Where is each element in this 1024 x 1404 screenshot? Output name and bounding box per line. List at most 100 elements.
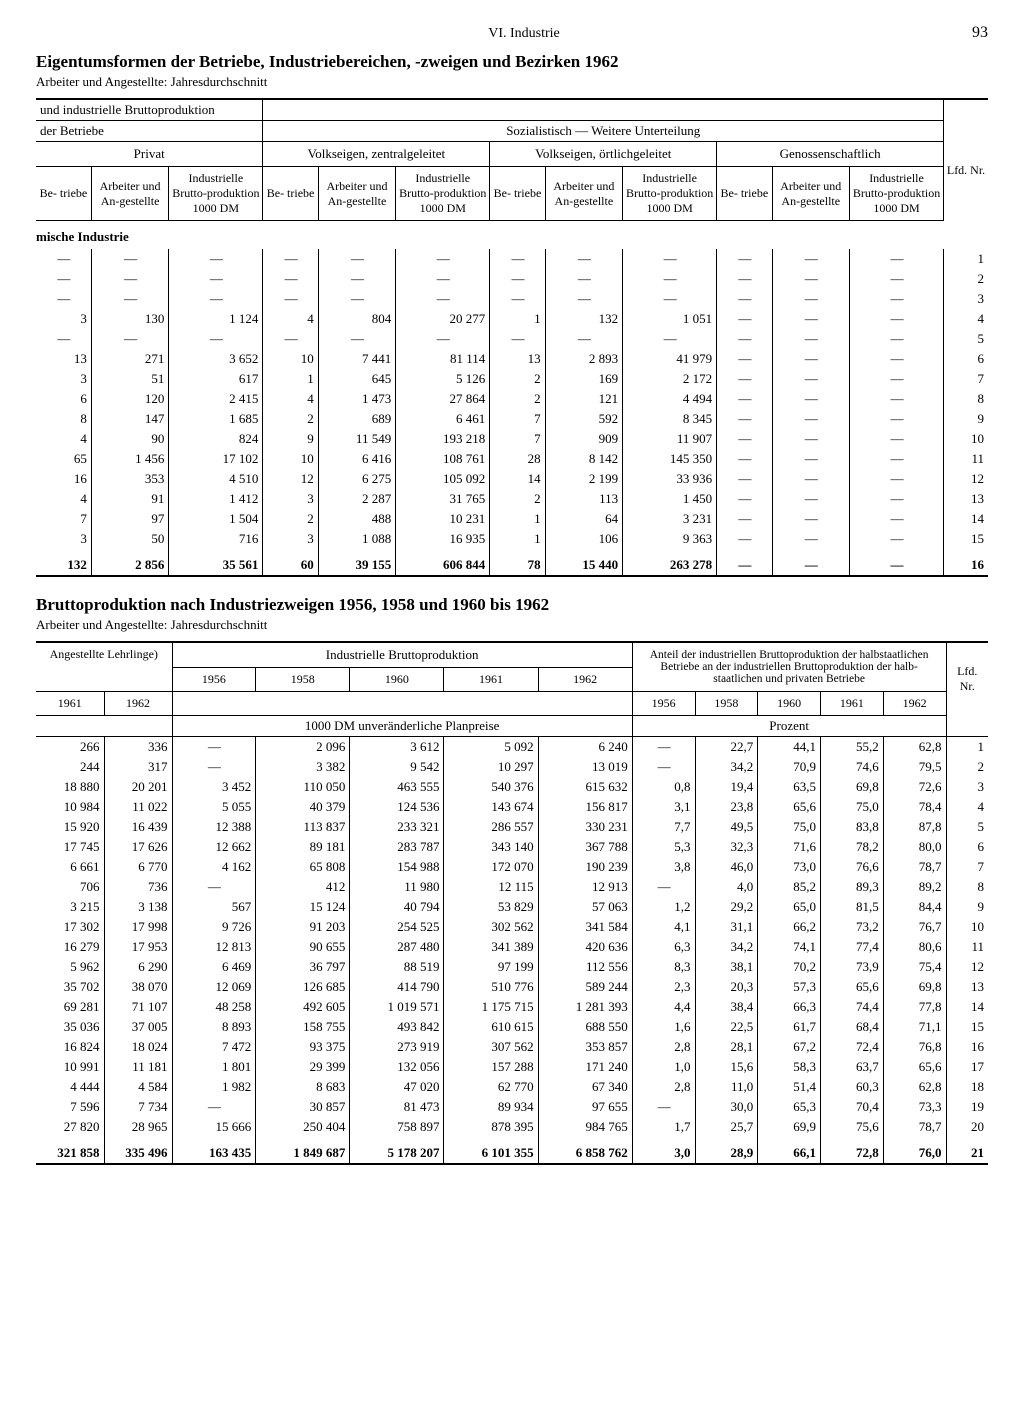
cell: 283 787: [350, 837, 444, 857]
cell: —: [849, 329, 943, 349]
col-header: Arbeiter und An-gestellte: [318, 167, 395, 221]
cell: 67 340: [538, 1077, 632, 1097]
chapter-title: VI. Industrie: [76, 26, 972, 42]
col-header: Industrielle Brutto-produktion 1000 DM: [396, 167, 490, 221]
cell: 51: [91, 369, 168, 389]
cell: 16 824: [36, 1037, 104, 1057]
table1: und industrielle Bruttoproduktion der Be…: [36, 100, 988, 575]
cell: 317: [104, 757, 172, 777]
cell: 2 893: [545, 349, 622, 369]
cell: 5 055: [172, 797, 256, 817]
cell: 3: [263, 489, 318, 509]
cell: 61,7: [758, 1017, 821, 1037]
cell: 63,5: [758, 777, 821, 797]
row-number: 13: [944, 489, 988, 509]
cell: 266: [36, 737, 104, 758]
cell: 12: [263, 469, 318, 489]
cell: —: [772, 449, 849, 469]
row-number: 6: [944, 349, 988, 369]
cell: —: [632, 877, 695, 897]
cell: 30 857: [256, 1097, 350, 1117]
cell: 1,7: [632, 1117, 695, 1137]
cell: —: [632, 757, 695, 777]
cell: 18 024: [104, 1037, 172, 1057]
row-number: 15: [944, 529, 988, 549]
cell: —: [172, 757, 256, 777]
year-header: 1962: [538, 668, 632, 692]
col-header: Arbeiter und An-gestellte: [772, 167, 849, 221]
cell: 89 181: [256, 837, 350, 857]
row-number: 21: [946, 1137, 988, 1163]
cell: 65,6: [758, 797, 821, 817]
cell: 307 562: [444, 1037, 538, 1057]
cell: 824: [169, 429, 263, 449]
cell: 492 605: [256, 997, 350, 1017]
cell: 35 036: [36, 1017, 104, 1037]
cell: —: [772, 289, 849, 309]
cell: —: [91, 269, 168, 289]
cell: 412: [256, 877, 350, 897]
cell: 878 395: [444, 1117, 538, 1137]
cell: 50: [91, 529, 168, 549]
cell: 31,1: [695, 917, 758, 937]
cell: —: [772, 549, 849, 575]
cell: —: [36, 269, 91, 289]
cell: 8 683: [256, 1077, 350, 1097]
cell: 105 092: [396, 469, 490, 489]
cell: 76,8: [883, 1037, 946, 1057]
cell: 34,2: [695, 757, 758, 777]
cell: —: [849, 509, 943, 529]
cell: 4,0: [695, 877, 758, 897]
cell: 271: [91, 349, 168, 369]
cell: 91 203: [256, 917, 350, 937]
cell: 29,2: [695, 897, 758, 917]
cell: —: [717, 409, 772, 429]
cell: —: [36, 249, 91, 269]
cell: —: [849, 469, 943, 489]
cell: 3,1: [632, 797, 695, 817]
cell: 73,9: [821, 957, 884, 977]
cell: 706: [36, 877, 104, 897]
row-number: 11: [944, 449, 988, 469]
cell: 592: [545, 409, 622, 429]
cell: 11 980: [350, 877, 444, 897]
cell: 1 175 715: [444, 997, 538, 1017]
cell: 909: [545, 429, 622, 449]
cell: 147: [91, 409, 168, 429]
cell: 1 473: [318, 389, 395, 409]
cell: 1,6: [632, 1017, 695, 1037]
col-header: Arbeiter und An-gestellte: [545, 167, 622, 221]
cell: 12 662: [172, 837, 256, 857]
cell: 5 178 207: [350, 1137, 444, 1163]
cell: 4 510: [169, 469, 263, 489]
cell: 110 050: [256, 777, 350, 797]
cell: 16: [36, 469, 91, 489]
cell: 7: [36, 509, 91, 529]
cell: 78,7: [883, 1117, 946, 1137]
cell: 414 790: [350, 977, 444, 997]
cell: 62,8: [883, 737, 946, 758]
cell: 89,2: [883, 877, 946, 897]
cell: —: [36, 289, 91, 309]
cell: 336: [104, 737, 172, 758]
cell: 38,4: [695, 997, 758, 1017]
row-number: 4: [946, 797, 988, 817]
cell: 17 998: [104, 917, 172, 937]
cell: 112 556: [538, 957, 632, 977]
cell: 73,0: [758, 857, 821, 877]
cell: 25,7: [695, 1117, 758, 1137]
cell: 9 363: [623, 529, 717, 549]
cell: 645: [318, 369, 395, 389]
cell: 250 404: [256, 1117, 350, 1137]
cell: 53 829: [444, 897, 538, 917]
cell: 7: [490, 409, 545, 429]
cell: 1 504: [169, 509, 263, 529]
span-anteil: Anteil der industriellen Bruttoproduktio…: [632, 643, 946, 692]
cell: 163 435: [172, 1137, 256, 1163]
cell: 113 837: [256, 817, 350, 837]
cell: 233 321: [350, 817, 444, 837]
cell: —: [717, 449, 772, 469]
cell: —: [632, 737, 695, 758]
row-number: 9: [946, 897, 988, 917]
row-number: 7: [944, 369, 988, 389]
